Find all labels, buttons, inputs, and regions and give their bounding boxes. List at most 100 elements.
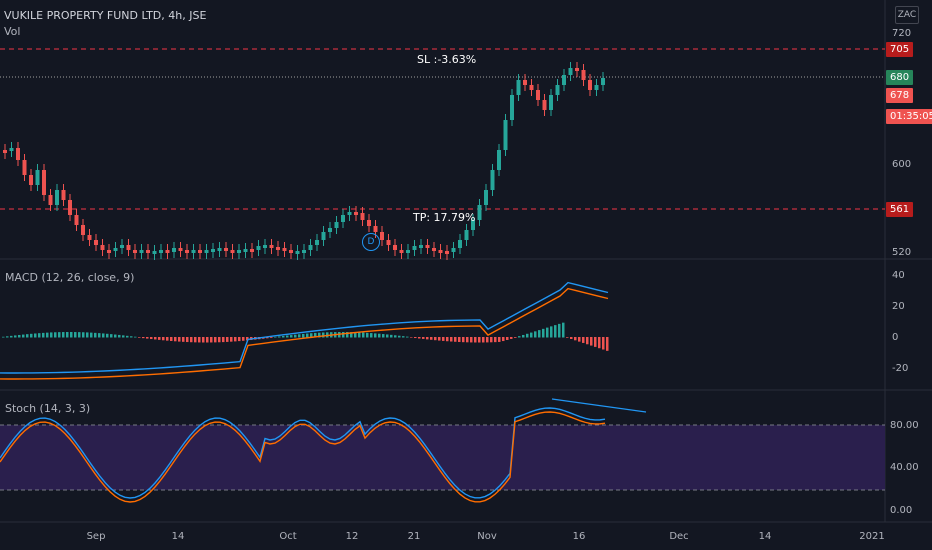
candle-body [68,200,72,215]
macd-histogram-bar [470,337,473,343]
macd-histogram-bar [286,335,289,338]
candle-body [542,100,547,110]
candle-body [354,212,358,215]
candle-body [263,245,267,248]
candle-body [61,190,66,200]
candle-body [204,250,209,253]
macd-histogram-bar [582,337,585,343]
macd-histogram-bar [218,337,221,343]
price-tag-705: 705 [886,42,914,57]
macd-histogram-bar [442,337,445,341]
macd-histogram-bar [606,337,609,351]
candle-body [412,246,417,250]
macd-histogram-bar [394,335,397,338]
date-tick: 2021 [859,531,885,542]
candle-body [523,80,527,85]
candle-body [211,249,215,252]
candle-body [172,248,176,252]
candle-body [224,248,228,251]
macd-histogram-bar [498,337,501,342]
macd-histogram-bar [182,337,185,342]
macd-histogram-bar [278,336,281,338]
candle-body [464,230,469,240]
macd-histogram-bar [66,332,69,338]
candle-body [178,248,183,251]
macd-histogram-bar [178,337,181,342]
macd-histogram-bar [554,325,557,338]
candle-body [471,220,475,230]
candle-body [581,70,586,80]
candle-body [562,75,566,85]
candle-body [347,212,352,215]
candle-body [503,120,508,150]
macd-histogram-bar [98,333,101,338]
candle-body [575,68,579,71]
candle-body [165,250,170,253]
macd-histogram-bar [546,327,549,338]
macd-histogram-bar [130,336,133,338]
macd-histogram-bar [450,337,453,342]
stoch-tick: 40.00 [890,462,919,473]
candle-body [282,248,287,251]
macd-histogram-bar [138,337,141,338]
macd-histogram-bar [194,337,197,343]
macd-histogram-bar [342,332,345,338]
candle-body [328,228,332,232]
macd-histogram-bar [322,332,325,338]
candle-body [425,245,430,248]
take-profit-annotation: TP: 17.79% [413,211,476,224]
macd-histogram-bar [526,333,529,338]
macd-histogram-bar [314,332,317,338]
candle-body [243,249,248,252]
candle-body [191,250,196,253]
macd-histogram-bar [50,332,53,338]
macd-histogram-bar [214,337,217,343]
macd-histogram-bar [230,337,233,342]
candle-body [360,213,365,220]
macd-histogram-bar [302,333,305,338]
macd-histogram-bar [386,334,389,338]
candle-body [295,251,300,254]
candle-body [601,78,605,85]
macd-histogram-bar [418,337,421,339]
dividend-marker[interactable]: D [362,233,380,251]
macd-histogram-bar [238,337,241,342]
macd-histogram-bar [162,337,165,341]
price-tag-678: 678 [886,88,914,103]
macd-histogram-bar [362,332,365,338]
candle-body [276,247,280,250]
macd-histogram-bar [198,337,201,343]
macd-histogram-bar [542,328,545,338]
macd-histogram-bar [562,322,565,338]
macd-histogram-bar [62,332,65,338]
stoch-d-line [0,411,606,503]
candle-body [9,148,14,151]
macd-histogram-bar [374,333,377,338]
candle-body [81,225,85,235]
macd-histogram-bar [102,333,105,338]
candle-body [55,190,59,205]
macd-histogram-bar [390,334,393,338]
volume-label: Vol [4,25,21,38]
candle-body [152,251,157,254]
currency-button[interactable]: ZAC [895,6,919,24]
macd-histogram-bar [202,337,205,343]
macd-label: MACD (12, 26, close, 9) [5,271,135,284]
candle-body [113,248,118,251]
macd-histogram-bar [518,336,521,338]
macd-histogram-bar [414,337,417,339]
macd-histogram-bar [58,332,61,338]
macd-histogram-bar [574,337,577,341]
macd-histogram-bar [174,337,177,342]
stoch-band [0,425,885,490]
macd-histogram-bar [158,337,161,340]
candle-body [321,232,326,240]
macd-tick: 0 [892,332,899,343]
candle-body [477,205,482,220]
macd-histogram-bar [570,337,573,339]
date-tick: 16 [572,531,586,542]
candle-body [250,249,254,252]
candle-body [120,245,124,248]
macd-histogram-bar [118,334,121,338]
